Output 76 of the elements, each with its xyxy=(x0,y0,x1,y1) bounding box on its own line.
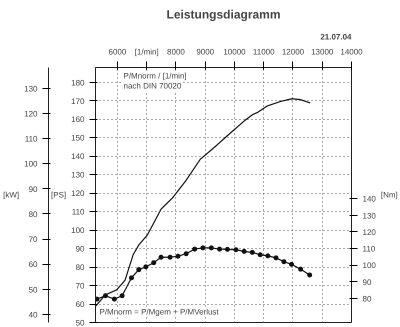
y-tick-label: 180 xyxy=(71,78,86,88)
y-tick-label: 60 xyxy=(76,300,86,310)
y3-axis-title: [kW] xyxy=(3,190,20,200)
y-tick-label: 120 xyxy=(71,189,86,198)
point xyxy=(112,296,117,302)
y-tick-label: 70 xyxy=(76,282,86,291)
point xyxy=(217,246,222,252)
y-tick-label: 100 xyxy=(71,226,86,236)
annotation: nach DIN 70020 xyxy=(124,82,182,90)
x-tick-label: 13000 xyxy=(311,48,334,56)
point xyxy=(265,253,270,258)
x-tick-label: 11000 xyxy=(252,48,276,56)
y3-tick-label: 70 xyxy=(28,235,38,244)
y3-tick-label: 120 xyxy=(24,109,38,118)
y-tick-label: 150 xyxy=(71,134,86,143)
point xyxy=(200,245,206,250)
point xyxy=(298,266,304,272)
y-tick-label: 80 xyxy=(76,263,86,272)
x-tick-label: 6000 xyxy=(108,48,127,56)
y2-tick-label: 100 xyxy=(362,261,376,270)
y-tick-label: 160 xyxy=(71,115,86,124)
y2-axis-title: [Nm] xyxy=(380,190,398,200)
point xyxy=(151,260,156,266)
point xyxy=(143,264,148,270)
y-axis-title: [PS] xyxy=(51,190,66,200)
point xyxy=(208,245,214,250)
point xyxy=(242,248,247,254)
y3-tick-label: 40 xyxy=(28,310,38,320)
point xyxy=(258,252,263,258)
point xyxy=(184,251,189,256)
point xyxy=(307,272,312,278)
point xyxy=(281,259,286,264)
y3-tick-label: 50 xyxy=(28,285,38,294)
y2-tick-label: 90 xyxy=(362,278,372,287)
y3-tick-label: 110 xyxy=(24,134,38,144)
point xyxy=(274,255,279,260)
y-tick-label: 170 xyxy=(71,96,86,106)
y2-tick-label: 120 xyxy=(362,228,376,237)
chart-title: Leistungsdiagramm xyxy=(166,8,281,22)
point xyxy=(96,296,100,302)
y2-tick-label: 140 xyxy=(362,194,376,204)
x-tick-label: 12000 xyxy=(282,48,305,56)
point xyxy=(224,246,230,252)
y3-tick-label: 60 xyxy=(28,260,38,270)
point xyxy=(102,293,108,298)
point xyxy=(128,275,134,280)
point xyxy=(250,250,255,255)
chart-subtitle: 21.07.04 xyxy=(320,32,352,42)
x-tick-label: 9000 xyxy=(196,48,215,56)
y2-tick-label: 110 xyxy=(362,244,376,254)
annotation: P/Mnorm = P/Mgem + P/MVerlust xyxy=(100,308,220,316)
y-tick-label: 110 xyxy=(72,208,86,217)
line-series xyxy=(96,98,311,307)
y-tick-label: 50 xyxy=(76,318,86,327)
point xyxy=(192,246,198,252)
y3-tick-label: 130 xyxy=(24,84,38,94)
x-axis-title: [1/min] xyxy=(134,48,159,56)
x-tick-label: 14000 xyxy=(340,48,364,56)
point xyxy=(176,254,181,259)
point xyxy=(289,262,294,267)
x-tick-label: 8000 xyxy=(167,48,186,56)
y3-tick-label: 80 xyxy=(28,210,38,219)
y2-tick-label: 130 xyxy=(362,211,376,220)
y-tick-label: 90 xyxy=(76,244,86,254)
y-tick-label: 130 xyxy=(71,170,86,180)
y2-tick-label: 80 xyxy=(362,294,372,304)
annotation: P/Mnorm / [1/min] xyxy=(124,72,187,80)
point xyxy=(158,254,164,260)
y-tick-label: 140 xyxy=(71,152,86,162)
y3-tick-label: 100 xyxy=(24,160,38,169)
point xyxy=(168,254,173,260)
point xyxy=(136,267,142,272)
point xyxy=(233,247,238,252)
y3-tick-label: 90 xyxy=(28,184,38,194)
x-tick-label: 10000 xyxy=(223,48,246,56)
point xyxy=(120,293,125,298)
